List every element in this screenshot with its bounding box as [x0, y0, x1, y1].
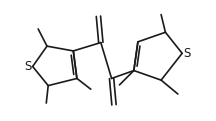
Text: S: S [24, 60, 32, 73]
Text: S: S [184, 47, 191, 60]
